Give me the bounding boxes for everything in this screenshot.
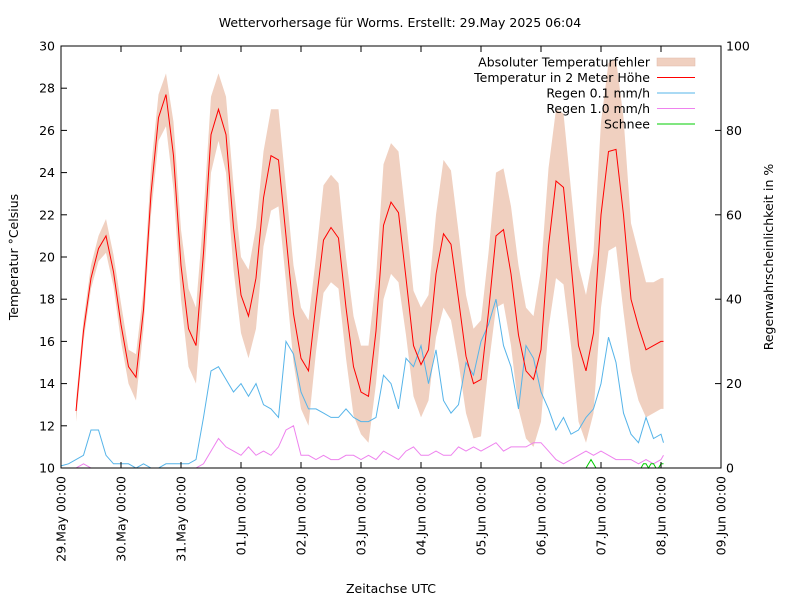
- x-tick-label: 29.May 00:00: [54, 476, 69, 562]
- x-axis-label: Zeitachse UTC: [346, 581, 436, 596]
- y-tick-label: 12: [39, 418, 55, 433]
- y-axis-label: Temperatur °Celsius: [6, 194, 21, 321]
- rain-0.1mm-line: [60, 299, 664, 469]
- y2-axis-label: Regenwahrscheinlichkeit in %: [761, 164, 776, 351]
- x-tick-label: 08.Jun 00:00: [654, 476, 669, 555]
- y-tick-label: 20: [39, 250, 55, 265]
- x-tick-label: 31.May 00:00: [174, 476, 189, 562]
- y-tick-label: 10: [39, 461, 55, 476]
- y2-tick-label: 40: [726, 292, 742, 307]
- error-band-area: [76, 58, 664, 447]
- x-tick-label: 05.Jun 00:00: [474, 476, 489, 555]
- y-tick-label: 26: [39, 123, 55, 138]
- legend-swatch: [656, 57, 696, 67]
- chart-title: Wettervorhersage für Worms. Erstellt: 29…: [219, 15, 581, 30]
- y-tick-label: 28: [39, 81, 55, 96]
- y-tick-label: 16: [39, 334, 55, 349]
- y2-tick-label: 20: [726, 376, 742, 391]
- x-axis: 29.May 00:00 30.May 00:00 31.May 00:00 01.J…: [54, 46, 729, 562]
- y2-tick-label: 100: [726, 39, 750, 54]
- y-tick-label: 14: [39, 376, 55, 391]
- temperature-line: [75, 94, 664, 412]
- y-axis-right: 0 20 40 60 80 100: [715, 39, 750, 476]
- x-tick-label: 01.Jun 00:00: [234, 476, 249, 555]
- y-axis-left: 10 12 14 16 18 20 22 24 26 28 30: [39, 39, 67, 476]
- x-tick-label: 09.Jun 00:00: [714, 476, 729, 555]
- y2-tick-label: 0: [726, 461, 734, 476]
- legend-label: Regen 0.1 mm/h: [546, 86, 650, 101]
- x-tick-label: 30.May 00:00: [114, 476, 129, 562]
- x-tick-label: 04.Jun 00:00: [414, 476, 429, 555]
- x-tick-label: 03.Jun 00:00: [354, 476, 369, 555]
- legend-label: Absoluter Temperaturfehler: [478, 55, 651, 70]
- x-tick-label: 06.Jun 00:00: [534, 476, 549, 555]
- legend-label: Temperatur in 2 Meter Höhe: [473, 70, 650, 85]
- snow-line: [585, 458, 664, 469]
- y-tick-label: 24: [39, 165, 55, 180]
- y2-tick-label: 60: [726, 207, 742, 222]
- y-tick-label: 30: [39, 39, 55, 54]
- y2-tick-label: 80: [726, 123, 742, 138]
- x-tick-label: 07.Jun 00:00: [594, 476, 609, 555]
- x-tick-label: 02.Jun 00:00: [294, 476, 309, 555]
- y-tick-label: 18: [39, 292, 55, 307]
- error-band-layer: [76, 58, 664, 447]
- legend-label: Schnee: [604, 117, 650, 132]
- y-tick-label: 22: [39, 207, 55, 222]
- legend-label: Regen 1.0 mm/h: [546, 101, 650, 116]
